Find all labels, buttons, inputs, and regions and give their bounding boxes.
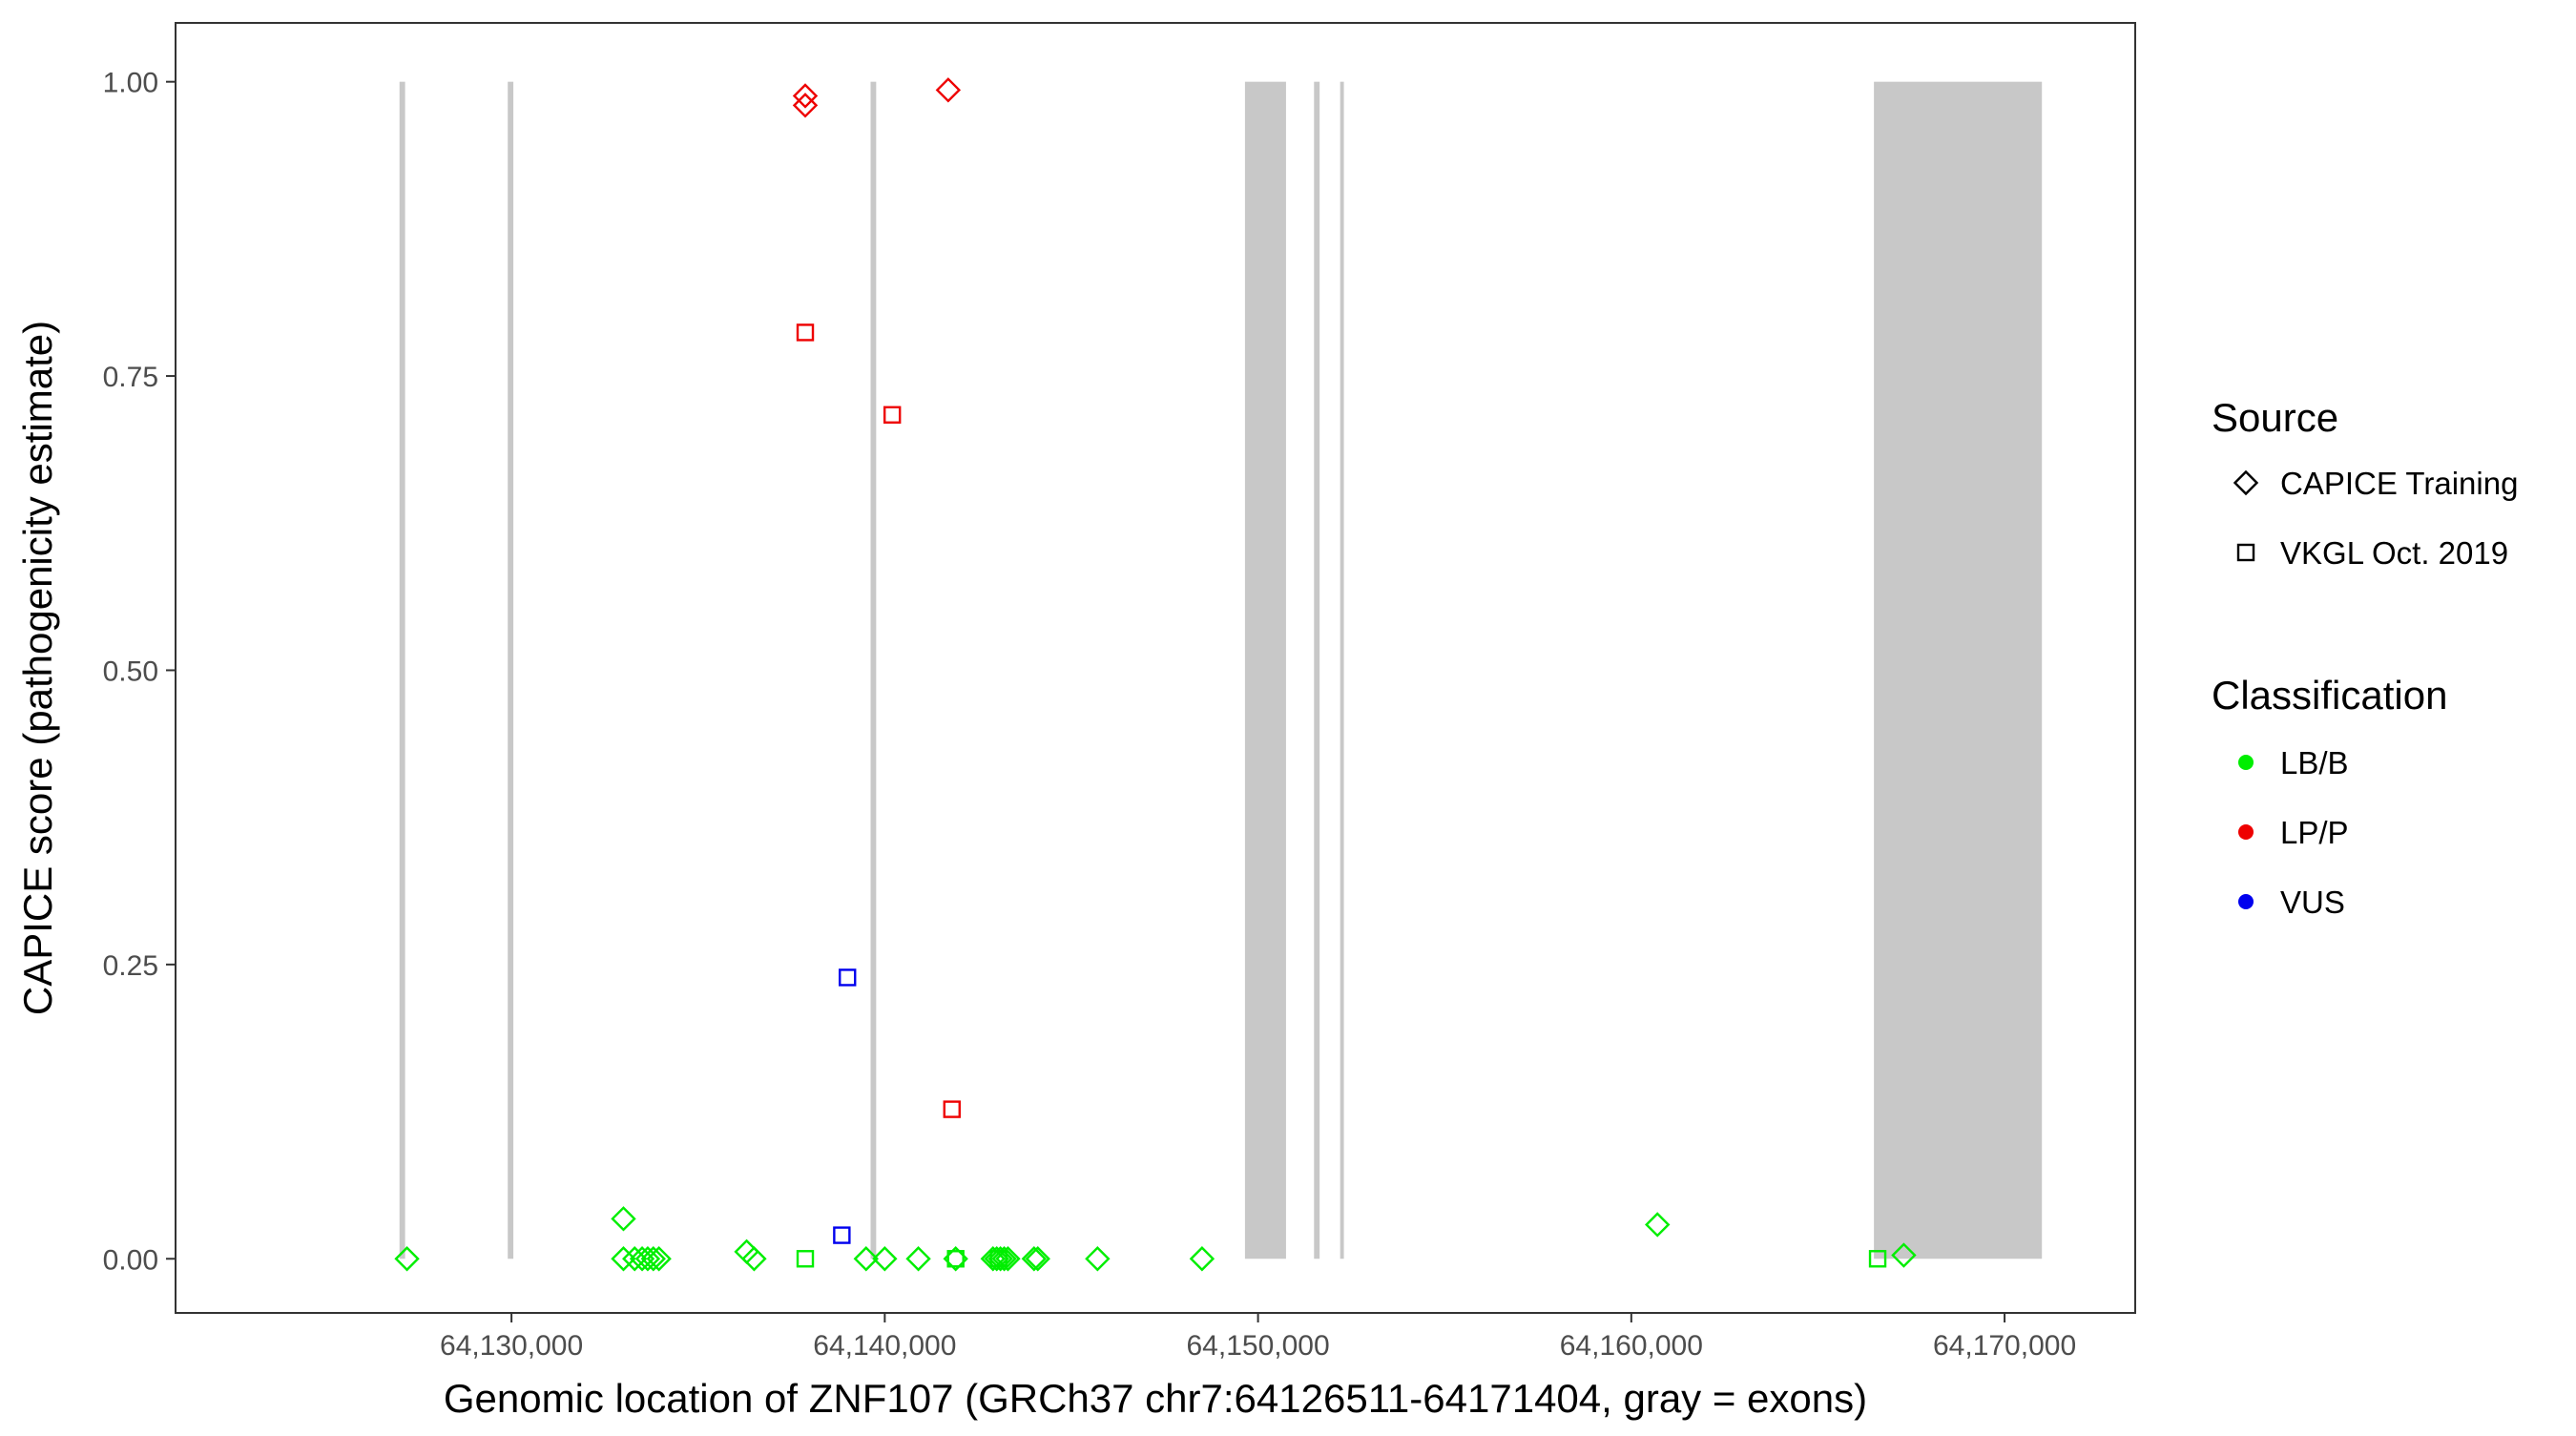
legend-classification-label: LP/P [2280, 815, 2349, 850]
legend-key-square [2236, 543, 2255, 562]
x-axis-title: Genomic location of ZNF107 (GRCh37 chr7:… [444, 1376, 1867, 1421]
data-point [1189, 1246, 1215, 1272]
data-point [629, 1246, 655, 1272]
data-point [634, 1246, 661, 1272]
data-point [943, 1100, 961, 1118]
data-point [839, 968, 857, 987]
legend-key-dot [2238, 755, 2254, 770]
data-point [833, 1226, 851, 1244]
legend-key-dot [2238, 824, 2254, 840]
legend-source-label: VKGL Oct. 2019 [2280, 535, 2508, 571]
y-tick-label: 1.00 [103, 68, 158, 99]
y-tick-label: 0.00 [103, 1244, 158, 1276]
y-axis-title: CAPICE score (pathogenicity estimate) [15, 321, 60, 1015]
legend-classification-label: VUS [2280, 884, 2345, 920]
data-point [1868, 1250, 1887, 1268]
data-point [989, 1250, 1008, 1268]
x-axis: 64,130,000 64,140,000 64,150,000 64,160,000… [440, 1313, 2076, 1362]
data-point [611, 1206, 636, 1232]
data-point [646, 1246, 672, 1272]
data-point [1891, 1242, 1917, 1268]
data-point [1645, 1212, 1671, 1238]
legend-source-label: CAPICE Training [2280, 466, 2518, 501]
x-tick-label: 64,140,000 [813, 1330, 956, 1362]
legend-classification-items: LB/B LP/P VUS [2238, 745, 2349, 920]
data-point [1025, 1246, 1050, 1272]
y-tick-label: 0.50 [103, 656, 158, 687]
data-point [995, 1246, 1021, 1272]
data-point [946, 1250, 965, 1268]
exon-band [1244, 81, 1286, 1259]
y-tick-label: 0.25 [103, 950, 158, 982]
data-point [1021, 1246, 1048, 1272]
y-axis: 0.00 0.25 0.50 0.75 1.00 [103, 68, 176, 1276]
data-point [905, 1246, 931, 1272]
x-tick-label: 64,150,000 [1187, 1330, 1330, 1362]
legend-source-items: CAPICE Training VKGL Oct. 2019 [2233, 466, 2518, 571]
data-point [741, 1246, 767, 1272]
data-point [1085, 1246, 1111, 1272]
exon-band [399, 81, 405, 1259]
exon-band [1340, 81, 1344, 1259]
data-point [935, 77, 962, 103]
exon-layer [399, 81, 2043, 1259]
plot-panel-border [175, 22, 2136, 1314]
data-point [640, 1246, 666, 1272]
legend-key-dot [2238, 894, 2254, 909]
legend-classification-title: Classification [2212, 673, 2447, 718]
x-tick-label: 64,130,000 [440, 1330, 583, 1362]
x-tick-label: 64,170,000 [1933, 1330, 2076, 1362]
data-point [872, 1246, 898, 1272]
exon-band [1874, 81, 2043, 1259]
x-tick-label: 64,160,000 [1560, 1330, 1703, 1362]
legend-source-title: Source [2212, 395, 2338, 440]
exon-band [1314, 81, 1320, 1259]
data-point [792, 83, 819, 109]
data-point [984, 1246, 1009, 1272]
data-point [792, 93, 819, 118]
data-point [394, 1246, 420, 1272]
legend-key-diamond [2233, 469, 2259, 496]
legend: Source CAPICE Training VKGL Oct. 2019 Cla… [2212, 395, 2518, 920]
data-point [796, 323, 815, 342]
data-point [991, 1246, 1017, 1272]
legend-classification-label: LB/B [2280, 745, 2349, 780]
data-point [611, 1246, 636, 1272]
data-point [796, 1250, 815, 1268]
point-layer [394, 77, 1917, 1272]
data-point [853, 1246, 879, 1272]
exon-band [508, 81, 514, 1259]
y-tick-label: 0.75 [103, 362, 158, 393]
data-point [883, 406, 902, 424]
exon-band [870, 81, 877, 1259]
data-point [987, 1246, 1013, 1272]
